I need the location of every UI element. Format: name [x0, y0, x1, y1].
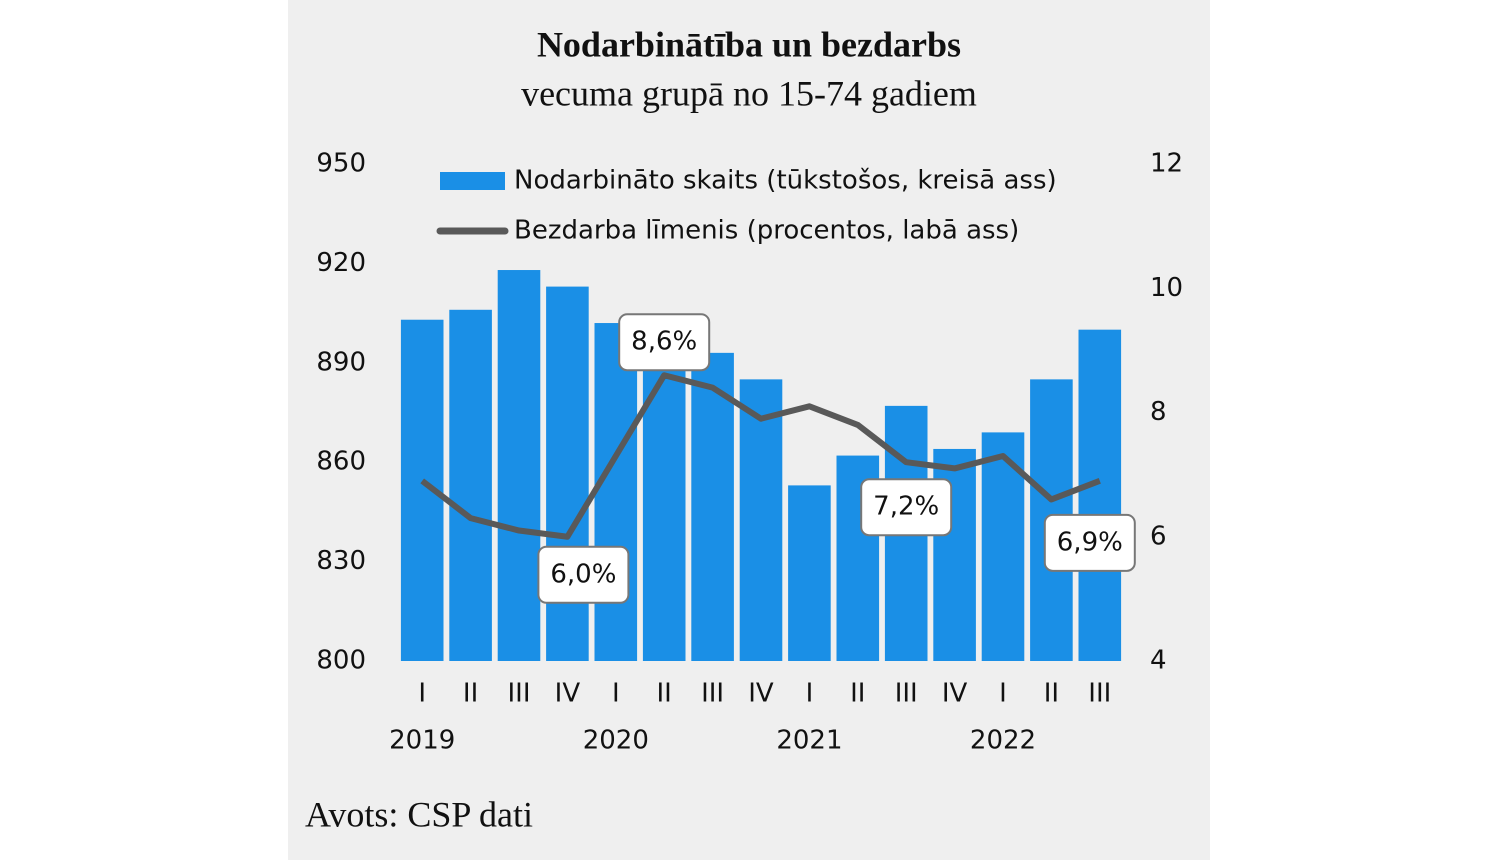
x-group-label: 2019 [389, 726, 455, 756]
chart-subtitle: vecuma grupā no 15-74 gadiem [521, 73, 977, 113]
bar [546, 286, 589, 661]
legend-swatch-bar [440, 172, 505, 190]
y2-tick-label: 12 [1150, 149, 1183, 179]
chart-title: Nodarbinātība un bezdarbs [537, 24, 961, 64]
bar [497, 270, 541, 661]
x-tick-label: III [1088, 679, 1111, 709]
data-label-box [537, 545, 630, 604]
x-tick-label: II [657, 679, 672, 709]
line [420, 372, 1101, 540]
x-group-label: 2020 [583, 726, 649, 756]
y2-tick-label: 6 [1150, 521, 1167, 551]
x-tick-label: IV [942, 679, 968, 709]
source: Avots: CSP dati [305, 794, 533, 834]
data-label-box [860, 478, 953, 537]
x-tick-label: II [850, 679, 865, 709]
y2-tick-label: 8 [1150, 397, 1167, 427]
y2-tick-label: 10 [1150, 273, 1183, 303]
legend-label: Nodarbināto skaits (tūkstošos, kreisā as… [514, 166, 1057, 196]
x-group-label: 2021 [776, 726, 842, 756]
y-tick-label: 890 [316, 347, 366, 377]
bar [642, 366, 686, 661]
bar [739, 379, 783, 661]
bar [594, 323, 638, 661]
x-group-label: 2022 [970, 726, 1036, 756]
data-label-box [618, 313, 711, 372]
x-tick-label: I [999, 679, 1007, 709]
x-tick-label: III [701, 679, 724, 709]
x-tick-label: II [1044, 679, 1059, 709]
x-tick-label: IV [555, 679, 581, 709]
x-tick-label: II [463, 679, 478, 709]
data-label: 6,0% [550, 559, 616, 589]
x-tick-label: IV [748, 679, 774, 709]
x-tick-label: I [612, 679, 620, 709]
x-tick-label: I [418, 679, 426, 709]
data-label: 6,9% [1057, 527, 1123, 557]
x-tick-label: I [806, 679, 814, 709]
y-tick-label: 950 [316, 149, 366, 179]
data-label-box [1043, 513, 1136, 572]
bar [691, 352, 734, 661]
legend-label: Bezdarba līmenis (procentos, labā ass) [514, 216, 1019, 246]
y-tick-label: 920 [316, 248, 366, 278]
y-tick-label: 860 [316, 447, 366, 477]
bar [1078, 329, 1122, 661]
y-tick-label: 830 [316, 546, 366, 576]
data-label: 8,6% [631, 327, 697, 357]
bar [449, 309, 492, 661]
y2-tick-label: 4 [1150, 646, 1167, 676]
bar [788, 485, 831, 661]
x-tick-label: III [895, 679, 918, 709]
y-tick-label: 800 [316, 646, 366, 676]
x-tick-label: III [507, 679, 530, 709]
data-label: 7,2% [873, 492, 939, 522]
